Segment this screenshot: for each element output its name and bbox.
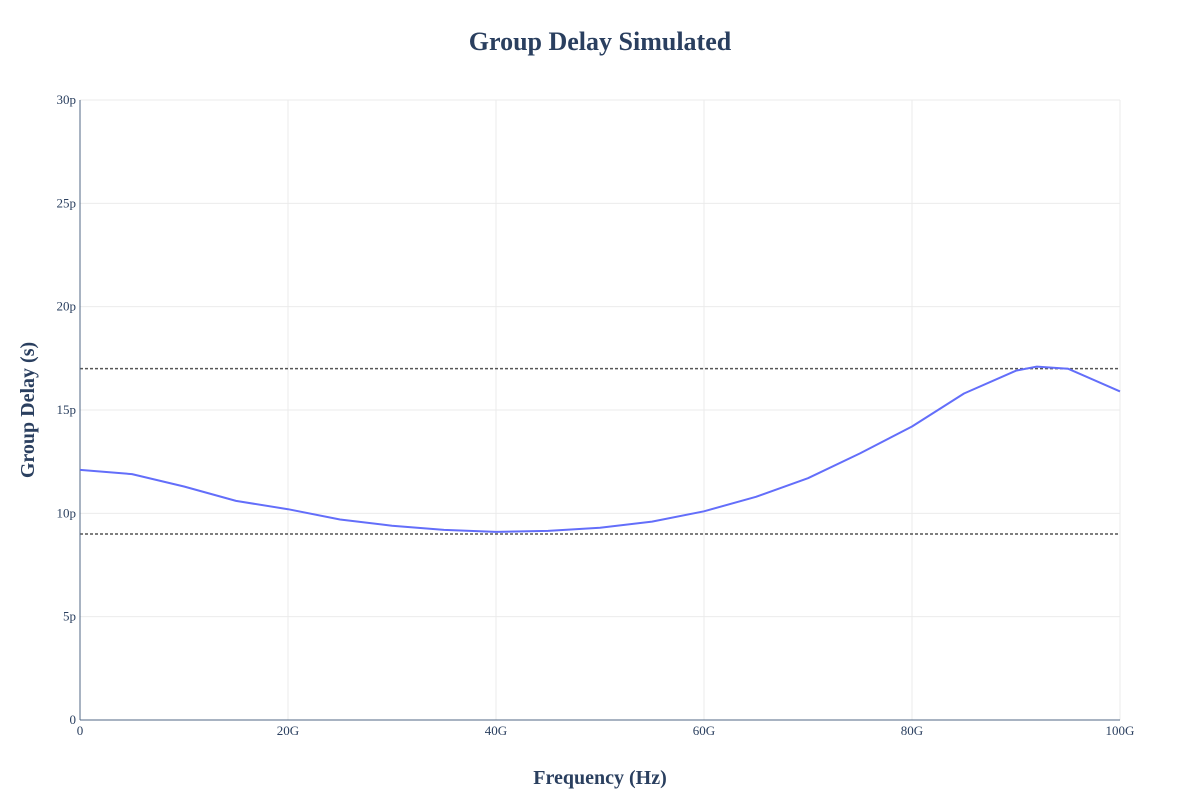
y-axis-ticks: 0 5p 10p 15p 20p 25p 30p: [57, 92, 77, 727]
x-tick-label: 60G: [693, 723, 715, 738]
y-tick-label: 30p: [57, 92, 77, 107]
group-delay-line: [79, 365, 1121, 533]
y-tick-label: 15p: [57, 402, 77, 417]
x-axis-title: Frequency (Hz): [533, 767, 667, 789]
grid-lines: [80, 99, 1121, 720]
x-tick-label: 100G: [1106, 723, 1135, 738]
y-axis-title: Group Delay (s): [17, 342, 39, 478]
x-tick-label: 20G: [277, 723, 299, 738]
x-tick-label: 80G: [901, 723, 923, 738]
y-tick-label: 10p: [57, 505, 77, 520]
x-tick-label: 40G: [485, 723, 507, 738]
y-tick-label: 20p: [57, 299, 77, 314]
chart-title: Group Delay Simulated: [469, 27, 732, 56]
y-tick-label: 5p: [63, 609, 76, 624]
x-tick-label: 0: [77, 723, 84, 738]
x-axis-ticks: 0 20G 40G 60G 80G 100G: [77, 723, 1135, 738]
reference-lines: [80, 367, 1120, 535]
y-tick-label: 25p: [57, 195, 77, 210]
axes: [79, 100, 1120, 721]
series-group: [79, 365, 1121, 533]
y-tick-label: 0: [70, 712, 77, 727]
